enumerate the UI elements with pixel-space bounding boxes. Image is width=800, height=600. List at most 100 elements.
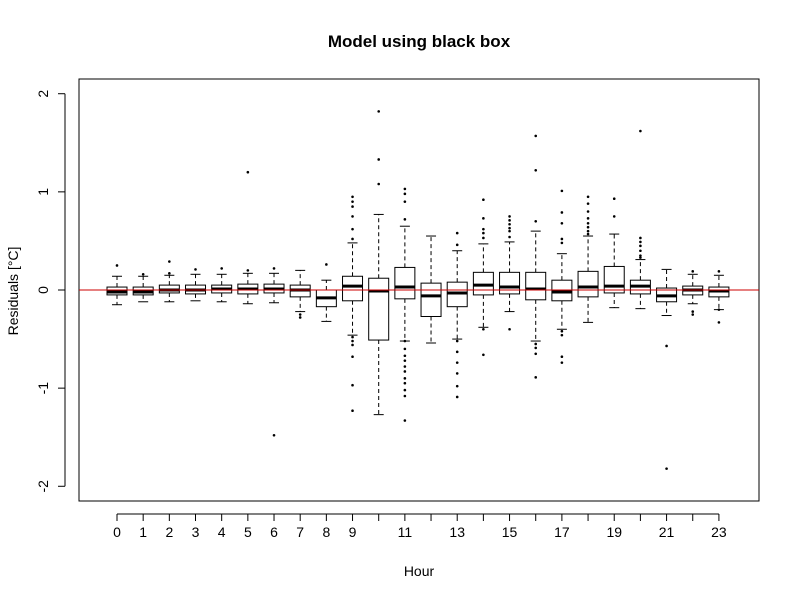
outlier-point bbox=[403, 370, 407, 373]
outlier-point bbox=[560, 237, 564, 241]
outlier-point bbox=[482, 327, 485, 331]
box-iqr bbox=[603, 265, 625, 294]
outlier-point bbox=[639, 244, 642, 248]
outlier-point bbox=[351, 335, 354, 339]
y-tick-label: -2 bbox=[35, 480, 51, 493]
x-tick-label: 0 bbox=[113, 524, 121, 540]
outlier-point bbox=[403, 354, 407, 358]
outlier-point bbox=[351, 339, 354, 343]
outlier-point bbox=[272, 267, 276, 270]
outlier-point bbox=[482, 236, 485, 240]
outlier-point bbox=[586, 221, 590, 225]
outlier-point bbox=[298, 313, 302, 316]
outlier-point bbox=[560, 355, 564, 359]
outlier-point bbox=[534, 134, 538, 138]
x-tick-label: 6 bbox=[270, 524, 278, 540]
box-hour-13 bbox=[446, 231, 468, 399]
outlier-point bbox=[534, 220, 538, 223]
outlier-point bbox=[534, 376, 538, 379]
outlier-point bbox=[508, 222, 511, 226]
outlier-point bbox=[403, 192, 407, 196]
box-hour-16 bbox=[525, 134, 547, 379]
outlier-point bbox=[586, 202, 590, 205]
x-tick-label: 3 bbox=[192, 524, 200, 540]
outlier-point bbox=[639, 249, 642, 253]
outlier-point bbox=[482, 217, 485, 220]
outlier-point bbox=[534, 342, 538, 346]
outlier-point bbox=[639, 256, 642, 259]
outlier-point bbox=[325, 263, 328, 266]
outlier-point bbox=[403, 394, 407, 398]
chart-title: Model using black box bbox=[328, 32, 511, 51]
box-iqr bbox=[420, 282, 442, 317]
outlier-point bbox=[691, 270, 695, 273]
outlier-point bbox=[351, 227, 354, 231]
outlier-point bbox=[455, 372, 459, 375]
outlier-point bbox=[455, 350, 459, 354]
x-axis: 0 1 2 3 4 5 6 7 8 9 11 13 15 17 19 21 23 bbox=[113, 513, 727, 540]
boxes-group bbox=[79, 110, 759, 470]
outlier-point bbox=[351, 355, 354, 359]
x-tick-label: 5 bbox=[244, 524, 252, 540]
outlier-point bbox=[639, 129, 642, 133]
outlier-point bbox=[455, 339, 459, 343]
outlier-point bbox=[665, 344, 668, 348]
outlier-point bbox=[482, 227, 485, 231]
outlier-point bbox=[377, 182, 381, 186]
outlier-point bbox=[377, 158, 381, 161]
box-hour-21 bbox=[656, 268, 678, 470]
x-tick-label: 15 bbox=[502, 524, 518, 540]
outlier-point bbox=[351, 205, 354, 208]
outlier-point bbox=[455, 384, 459, 388]
outlier-point bbox=[691, 310, 695, 313]
outlier-point bbox=[665, 467, 668, 470]
outlier-point bbox=[586, 210, 590, 213]
box-hour-20 bbox=[629, 129, 651, 310]
outlier-point bbox=[508, 226, 511, 230]
outlier-point bbox=[482, 353, 485, 357]
box-iqr bbox=[394, 266, 416, 300]
outlier-point bbox=[351, 200, 354, 203]
outlier-point bbox=[639, 254, 642, 257]
y-tick-label: 1 bbox=[35, 188, 51, 196]
box-hour-8 bbox=[315, 263, 337, 322]
box-hour-6 bbox=[263, 267, 285, 437]
x-tick-label: 1 bbox=[139, 524, 147, 540]
outlier-point bbox=[403, 339, 407, 343]
x-tick-label: 9 bbox=[349, 524, 357, 540]
outlier-point bbox=[482, 198, 485, 202]
outlier-point bbox=[586, 229, 590, 233]
box-iqr bbox=[577, 270, 599, 298]
outlier-point bbox=[168, 272, 171, 275]
box-hour-23 bbox=[708, 270, 730, 324]
box-hour-10 bbox=[368, 110, 390, 416]
outlier-point bbox=[403, 377, 407, 380]
outlier-point bbox=[508, 327, 511, 331]
outlier-point bbox=[168, 260, 171, 263]
outlier-point bbox=[455, 395, 459, 399]
y-axis-label: Residuals [°C] bbox=[5, 247, 21, 336]
x-tick-label: 8 bbox=[322, 524, 330, 540]
x-tick-label: 7 bbox=[296, 524, 304, 540]
outlier-point bbox=[403, 347, 407, 351]
y-tick-label: 2 bbox=[35, 90, 51, 98]
box-hour-9 bbox=[342, 195, 364, 413]
outlier-point bbox=[351, 343, 354, 347]
x-axis-label: Hour bbox=[404, 563, 435, 579]
outlier-point bbox=[639, 236, 642, 240]
y-tick-label: 0 bbox=[35, 286, 51, 294]
outlier-point bbox=[455, 243, 459, 247]
x-tick-label: 4 bbox=[218, 524, 226, 540]
outlier-point bbox=[115, 264, 119, 267]
outlier-point bbox=[403, 218, 407, 221]
outlier-point bbox=[403, 187, 407, 191]
outlier-point bbox=[403, 200, 407, 203]
box-hour-4 bbox=[211, 267, 233, 303]
outlier-point bbox=[508, 229, 511, 233]
outlier-point bbox=[403, 365, 407, 368]
outlier-point bbox=[246, 269, 250, 272]
box-iqr bbox=[525, 271, 547, 301]
outlier-point bbox=[534, 346, 538, 350]
